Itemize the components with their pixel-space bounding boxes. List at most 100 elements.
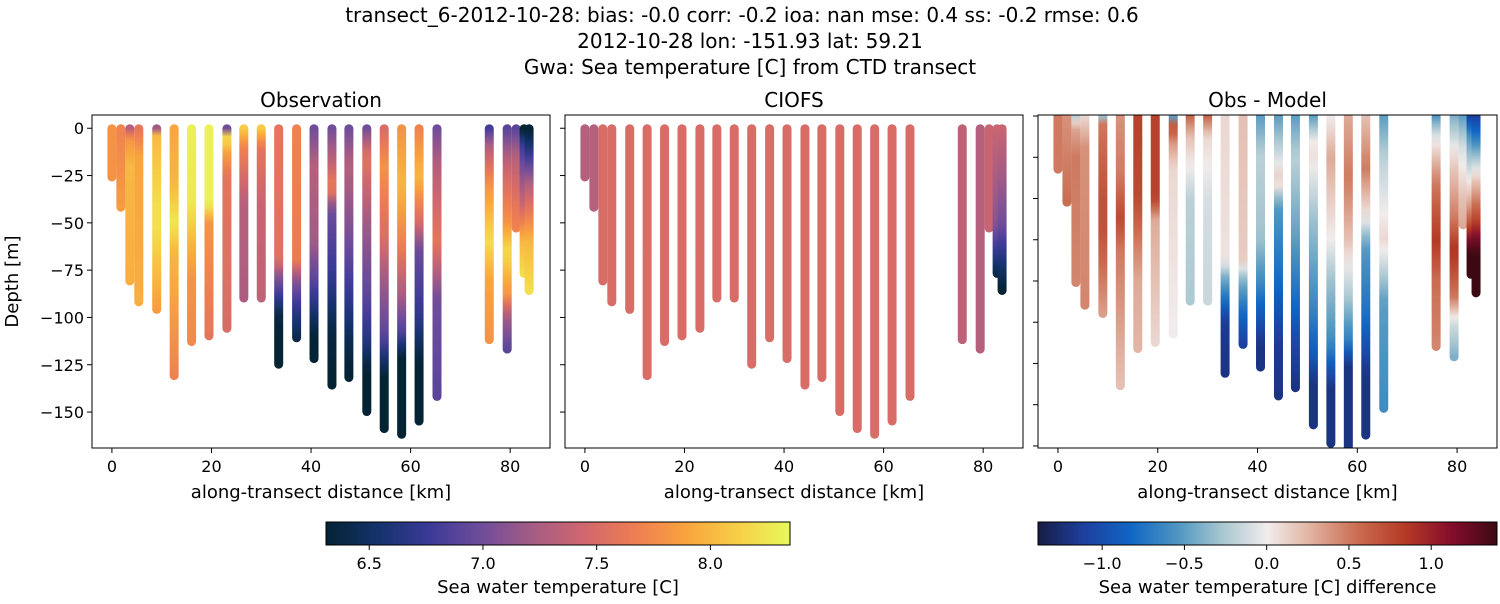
x-tick-label: 40	[774, 457, 794, 476]
cast-51.2km	[362, 124, 372, 417]
cast-16km	[660, 124, 670, 347]
cast-26.5km	[712, 124, 722, 303]
cast-9km	[625, 124, 635, 314]
x-tick-label: 80	[1447, 457, 1467, 476]
cast-12.5km	[169, 124, 179, 381]
cast-9km	[152, 124, 162, 314]
cast-79.4km	[975, 124, 985, 354]
cast-40.6km	[309, 124, 319, 364]
cast-79.4km	[1449, 115, 1459, 362]
panel-title: Obs - Model	[1208, 88, 1327, 112]
cast-19.5km	[677, 124, 687, 341]
casts	[580, 124, 1007, 439]
axes-frame	[91, 114, 551, 449]
cast-44.2km	[1273, 115, 1283, 401]
cast-3.6km	[1071, 115, 1081, 288]
x-tick-label: 60	[1347, 457, 1367, 476]
casts	[1053, 115, 1481, 448]
cast-75.8km	[1431, 115, 1441, 351]
x-tick-label: 80	[973, 457, 993, 476]
cast-33.5km	[747, 124, 757, 369]
cast-0km	[580, 124, 590, 182]
colorbar-balance: −1.0 −0.5 0.0 0.5 1.0 Sea water temperature […	[1037, 521, 1498, 598]
cast-83.8km	[997, 124, 1007, 295]
cast-47.6km	[817, 124, 827, 382]
cast-30km	[1203, 115, 1213, 306]
cast-1.8km	[116, 124, 126, 212]
cast-65.3km	[432, 124, 442, 401]
x-axis-label: along-transect distance [km]	[191, 482, 451, 503]
suptitle-line-2: 2012-10-28 lon: -151.93 lat: 59.21	[577, 29, 923, 53]
cast-0km	[107, 124, 117, 182]
colorbar-tick-label: 7.5	[584, 554, 609, 573]
cast-61.7km	[414, 124, 424, 426]
x-tick-label: 0	[107, 457, 117, 476]
x-tick-label: 40	[301, 457, 321, 476]
cast-61.7km	[1361, 115, 1371, 440]
y-tick-label: −100	[40, 308, 84, 327]
cast-54.7km	[852, 124, 862, 434]
cast-3.6km	[598, 124, 608, 286]
cast-44.2km	[800, 124, 810, 390]
cast-12.5km	[1115, 115, 1125, 391]
x-tick-label: 20	[201, 457, 221, 476]
cast-37.1km	[765, 124, 775, 343]
cast-75.8km	[957, 124, 967, 345]
axes-frame	[564, 114, 1024, 449]
x-tick-label: 0	[580, 457, 590, 476]
cast-47.6km	[344, 124, 354, 382]
colorbar-gradient	[1037, 521, 1498, 546]
cast-33.5km	[1220, 115, 1230, 378]
cast-19.5km	[1150, 115, 1160, 347]
x-tick-label: 40	[1247, 457, 1267, 476]
cast-5.4km	[607, 124, 617, 307]
x-axis-label: along-transect distance [km]	[1137, 482, 1397, 503]
cast-61.7km	[887, 124, 897, 426]
suptitle-line-1: transect_6-2012-10-28: bias: -0.0 corr: …	[345, 3, 1139, 27]
y-axis-label: Depth [m]	[2, 235, 23, 327]
cast-23.1km	[222, 124, 232, 333]
cast-40.6km	[782, 124, 792, 364]
cast-30km	[256, 124, 266, 303]
axes-frame	[1037, 114, 1498, 449]
cast-37.1km	[1238, 115, 1248, 349]
cast-16km	[1133, 115, 1143, 354]
cast-1.8km	[589, 124, 599, 212]
x-tick-label: 80	[500, 457, 520, 476]
casts	[107, 124, 534, 439]
cast-40.6km	[1256, 115, 1266, 372]
cast-19.5km	[204, 124, 214, 341]
cast-79.4km	[502, 124, 512, 354]
cast-83.8km	[1471, 115, 1481, 298]
panel-model: 0 20 40 60 80 CIOFS along-transect distance [k…	[560, 88, 1024, 503]
colorbar-tick-label: −0.5	[1165, 554, 1204, 573]
colorbar-tick-label: 1.0	[1418, 554, 1443, 573]
panel-difference: 0 20 40 60 80 Obs - Model along-transect dista…	[1033, 88, 1498, 503]
cast-37.1km	[292, 124, 302, 343]
colorbar-tick-label: 0.5	[1336, 554, 1361, 573]
cast-65.3km	[1379, 115, 1389, 413]
colorbar-tick-label: 7.0	[470, 554, 495, 573]
cast-54.7km	[1326, 115, 1336, 448]
cast-44.2km	[327, 124, 337, 390]
y-tick-label: 0	[74, 119, 84, 138]
colorbar-label: Sea water temperature [C]	[437, 577, 679, 598]
x-tick-label: 0	[1053, 457, 1063, 476]
cast-12.5km	[642, 124, 652, 381]
cast-33.5km	[274, 124, 284, 369]
colorbar-tick-label: 8.0	[698, 554, 723, 573]
cast-3.6km	[125, 124, 135, 286]
panel-title: Observation	[260, 88, 382, 112]
x-tick-label: 60	[873, 457, 893, 476]
cast-47.6km	[1290, 115, 1300, 393]
cast-5.4km	[1080, 115, 1090, 310]
cast-51.2km	[835, 124, 845, 417]
cast-23.1km	[695, 124, 705, 333]
cast-0km	[1053, 115, 1063, 174]
colorbar-thermal: 6.5 7.0 7.5 8.0 Sea water temperature [C]	[325, 521, 791, 598]
cast-23.1km	[1168, 115, 1178, 339]
x-tick-label: 20	[674, 457, 694, 476]
panel-title: CIOFS	[764, 88, 823, 112]
x-tick-label: 60	[400, 457, 420, 476]
